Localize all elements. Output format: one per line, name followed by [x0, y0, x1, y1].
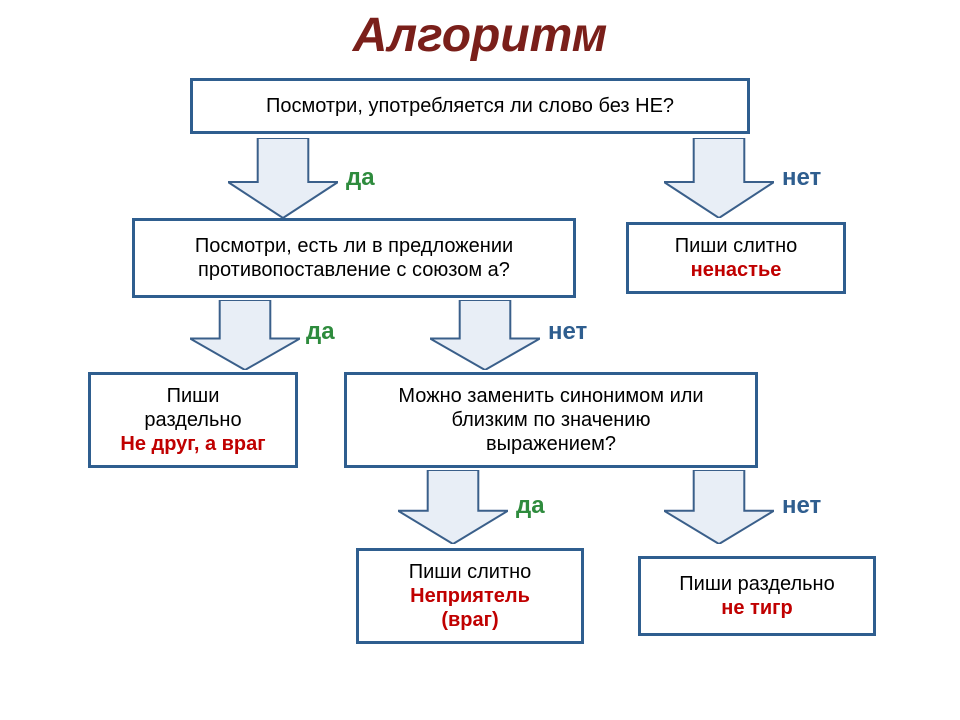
arrow-q2-no [430, 300, 540, 370]
box-line: близким по значению [452, 408, 651, 432]
flowchart-canvas: Алгоритм Посмотри, употребляется ли слов… [0, 0, 960, 720]
box-line: не тигр [721, 596, 792, 620]
arrow-q1-yes [228, 138, 338, 218]
arrow-q3-no [664, 470, 774, 544]
question-box-3: Можно заменить синонимом илиблизким по з… [344, 372, 758, 468]
label-no-2: нет [548, 318, 587, 346]
box-line: Не друг, а враг [120, 432, 265, 456]
box-line: Можно заменить синонимом или [398, 384, 703, 408]
arrow-q2-yes [190, 300, 300, 370]
arrow-q3-yes [398, 470, 508, 544]
label-yes-2: да [306, 318, 335, 346]
box-line: выражением? [486, 432, 616, 456]
result-box-nedrug: ПишираздельноНе друг, а враг [88, 372, 298, 468]
label-no-1: нет [782, 164, 821, 192]
label-yes-1: да [346, 164, 375, 192]
box-line: раздельно [144, 408, 241, 432]
label-yes-3: да [516, 492, 545, 520]
box-line: (враг) [441, 608, 498, 632]
box-line: Пиши [167, 384, 220, 408]
box-line: Неприятель [410, 584, 530, 608]
result-box-nepriyatel: Пиши слитноНеприятель(враг) [356, 548, 584, 644]
result-box-netigr: Пиши раздельноне тигр [638, 556, 876, 636]
page-title: Алгоритм [280, 8, 680, 63]
box-line: Пиши раздельно [679, 572, 834, 596]
box-line: противопоставление с союзом а? [198, 258, 510, 282]
question-box-1: Посмотри, употребляется ли слово без НЕ? [190, 78, 750, 134]
box-line: Посмотри, употребляется ли слово без НЕ? [266, 94, 674, 118]
box-line: Пиши слитно [675, 234, 798, 258]
question-box-2: Посмотри, есть ли в предложениипротивопо… [132, 218, 576, 298]
label-no-3: нет [782, 492, 821, 520]
box-line: Пиши слитно [409, 560, 532, 584]
box-line: ненастье [691, 258, 782, 282]
arrow-q1-no [664, 138, 774, 218]
box-line: Посмотри, есть ли в предложении [195, 234, 513, 258]
result-box-nenastie: Пиши слитноненастье [626, 222, 846, 294]
